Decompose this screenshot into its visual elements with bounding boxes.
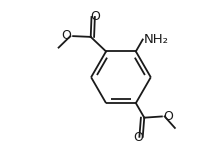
Text: O: O bbox=[133, 131, 143, 144]
Text: O: O bbox=[61, 29, 71, 42]
Text: NH₂: NH₂ bbox=[143, 33, 168, 46]
Text: O: O bbox=[164, 110, 174, 123]
Text: O: O bbox=[91, 10, 101, 23]
